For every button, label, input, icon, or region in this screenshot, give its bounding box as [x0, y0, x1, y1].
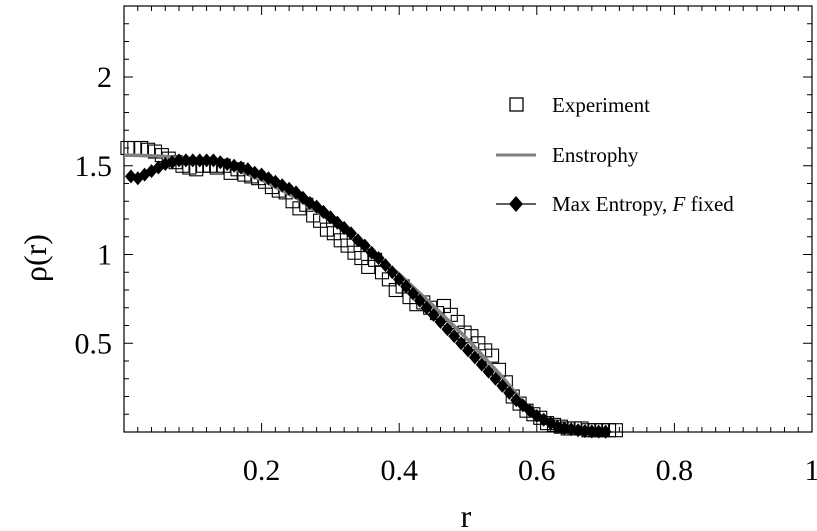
max-entropy-point — [468, 350, 481, 365]
max-entropy-point — [455, 336, 468, 351]
max-entropy-point — [413, 293, 426, 308]
legend-item-experiment: Experiment — [509, 93, 650, 117]
max-entropy-point — [393, 272, 406, 287]
max-entropy-point — [503, 385, 516, 400]
max-entropy-point — [441, 322, 454, 337]
y-tick-labels: 0.5 1 1.5 2 — [75, 61, 113, 360]
max-entropy-point — [200, 153, 213, 168]
axis-ticks — [123, 5, 813, 433]
max-entropy-point — [379, 258, 392, 273]
max-entropy-point — [358, 238, 371, 253]
y-tick-label: 2 — [97, 61, 112, 94]
max-entropy-point — [407, 286, 419, 301]
max-entropy-point — [482, 364, 495, 379]
plot-frame — [123, 5, 813, 433]
max-entropy-point — [448, 329, 461, 344]
x-tick-label: 0.6 — [518, 454, 556, 487]
max-entropy-point — [345, 226, 357, 241]
max-entropy-point — [173, 153, 185, 168]
max-entropy-point — [599, 424, 612, 439]
y-axis-title: ρ(r) — [17, 234, 53, 282]
legend-label: Max Entropy, F fixed — [552, 192, 734, 216]
enstrophy-line — [123, 153, 606, 434]
x-tick-labels: 0.2 0.4 0.6 0.8 1 — [243, 454, 817, 487]
max-entropy-point — [179, 153, 192, 168]
experiment-point — [485, 348, 500, 363]
series-max-entropy — [124, 153, 612, 439]
max-entropy-point — [193, 153, 206, 168]
max-entropy-point — [420, 300, 433, 315]
max-entropy-point — [489, 371, 502, 386]
max-entropy-point — [248, 165, 261, 180]
max-entropy-point — [572, 423, 585, 438]
y-tick-label: 0.5 — [75, 327, 113, 360]
x-tick-label: 0.2 — [243, 454, 281, 487]
max-entropy-point — [400, 279, 413, 294]
max-entropy-point — [427, 307, 440, 322]
max-entropy-point — [579, 424, 591, 439]
max-entropy-line — [130, 159, 606, 433]
x-axis-title: r — [461, 498, 472, 531]
x-tick-label: 0.4 — [380, 454, 418, 487]
max-entropy-point — [372, 251, 385, 266]
max-entropy-point — [386, 265, 399, 280]
x-tick-label: 0.8 — [656, 454, 694, 487]
series-enstrophy — [123, 153, 606, 434]
max-entropy-point — [475, 357, 488, 372]
legend-label: Enstrophy — [552, 143, 639, 167]
legend: Experiment Enstrophy Max Entropy, F fixe… — [496, 93, 734, 216]
y-tick-label: 1 — [97, 239, 112, 272]
max-entropy-point — [565, 422, 578, 437]
x-tick-label: 1 — [805, 454, 817, 487]
y-tick-label: 1.5 — [75, 150, 113, 183]
max-entropy-point — [434, 314, 447, 329]
max-entropy-point — [585, 424, 598, 439]
legend-swatch-open-square — [509, 97, 524, 112]
legend-item-max-entropy: Max Entropy, F fixed — [496, 192, 734, 216]
max-entropy-point — [186, 153, 199, 168]
max-entropy-point — [592, 424, 605, 439]
max-entropy-point — [462, 343, 474, 358]
plot-border — [123, 5, 813, 433]
legend-swatch-diamond — [509, 196, 523, 212]
legend-item-enstrophy: Enstrophy — [496, 143, 639, 167]
max-entropy-point — [365, 245, 378, 260]
max-entropy-point — [558, 421, 571, 436]
series-layer — [120, 140, 623, 439]
legend-label: Experiment — [552, 93, 650, 117]
max-entropy-point — [496, 378, 509, 393]
series-experiment — [120, 140, 623, 438]
